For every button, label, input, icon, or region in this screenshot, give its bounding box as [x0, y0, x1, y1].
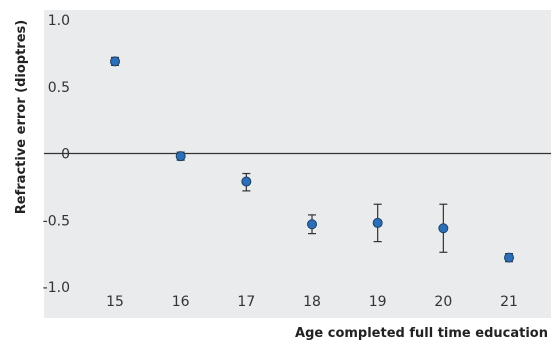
y-tick-label: -1.0 — [43, 280, 70, 296]
x-tick-label: 15 — [106, 294, 124, 310]
y-tick-label: 0.5 — [48, 80, 70, 96]
y-tick-labels: 1.0 0.5 0 -0.5 -1.0 — [43, 13, 70, 296]
x-tick-label: 21 — [500, 294, 518, 310]
y-tick-label: 0 — [61, 147, 70, 163]
plot-panel — [44, 10, 551, 318]
x-axis-label: Age completed full time education — [295, 326, 548, 341]
data-point — [438, 223, 449, 234]
y-axis-label: Refractive error (dioptres) — [14, 20, 29, 214]
x-tick-label: 19 — [369, 294, 387, 310]
data-point — [372, 217, 383, 228]
x-tick-labels: 15 16 17 18 19 20 21 — [106, 294, 518, 310]
y-tick-label: -0.5 — [43, 213, 70, 229]
x-tick-label: 20 — [434, 294, 452, 310]
data-points — [110, 56, 515, 263]
y-tick-label: 1.0 — [48, 13, 70, 29]
data-point — [241, 176, 252, 187]
data-point — [307, 219, 318, 230]
x-tick-label: 17 — [237, 294, 255, 310]
data-point — [110, 56, 120, 67]
data-point — [504, 252, 515, 263]
x-tick-label: 16 — [172, 294, 190, 310]
x-tick-label: 18 — [303, 294, 321, 310]
data-point — [175, 151, 186, 162]
